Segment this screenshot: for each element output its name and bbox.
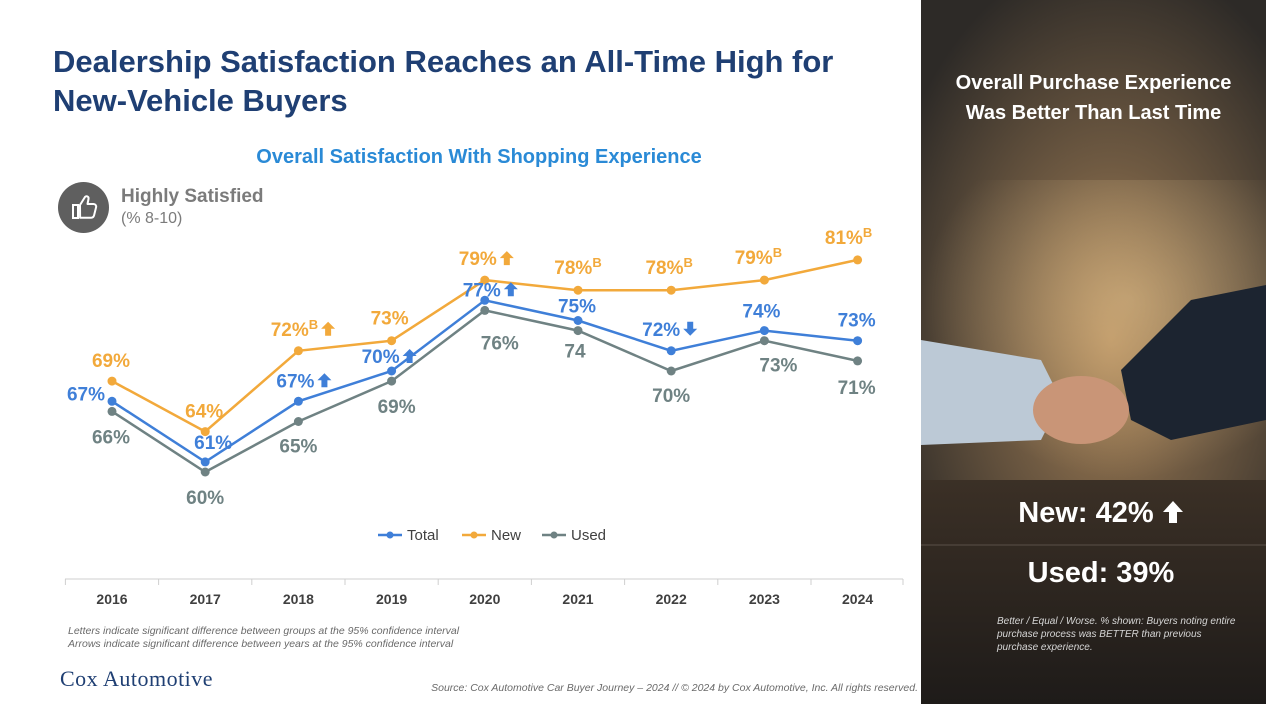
data-label-used: 73% [759, 356, 797, 377]
data-label-used: 60% [186, 488, 224, 509]
data-point-new [573, 285, 583, 295]
chart-panel: Dealership Satisfaction Reaches an All-T… [53, 44, 904, 691]
data-point-used [480, 305, 490, 315]
data-label-used: 69% [378, 397, 416, 418]
legend-marker-used [550, 531, 558, 539]
right-panel-title: Overall Purchase Experience Was Better T… [955, 72, 1232, 124]
data-label-new: 72%B [271, 317, 318, 341]
data-point-new [200, 427, 210, 437]
data-label-new: 78%B [554, 255, 601, 279]
legend-label-total: Total [407, 527, 439, 544]
thumbs-up-icon [72, 195, 98, 219]
line-chart: 2016 2017 2018 2019 2020 2021 2022 2023 2024 66% 6… [64, 225, 904, 607]
data-label-new: 79% [459, 249, 497, 270]
chart-subtitle: Overall Satisfaction With Shopping Exper… [256, 146, 702, 168]
data-label-total: 72% [642, 320, 680, 341]
data-point-new [666, 285, 676, 295]
right-panel-note: Better / Equal / Worse. % shown: Buyers … [997, 616, 1236, 653]
photo-foreground [921, 480, 1266, 704]
handshake-photo-panel: Overall Purchase Experience Was Better T… [921, 0, 1266, 704]
data-point-total [573, 316, 583, 325]
data-point-used [200, 467, 210, 477]
up-arrow-icon [499, 251, 514, 266]
data-point-new [759, 275, 769, 285]
x-tick-label: 2024 [842, 591, 873, 607]
handshake-illustration [921, 285, 1266, 546]
data-point-used [573, 326, 583, 336]
data-label-new: 64% [185, 402, 223, 423]
up-arrow-icon [317, 373, 332, 388]
data-label-used: 66% [92, 427, 130, 448]
x-tick-label: 2017 [190, 591, 221, 607]
x-tick-label: 2018 [283, 591, 314, 607]
up-arrow-icon [1162, 501, 1183, 523]
data-point-total [387, 366, 397, 376]
data-point-new [853, 255, 863, 265]
data-label-used: 76% [481, 333, 519, 354]
page-title: Dealership Satisfaction Reaches an All-T… [53, 44, 834, 118]
data-label-new: 73% [371, 309, 409, 330]
data-point-used [107, 406, 117, 416]
source-note: Source: Cox Automotive Car Buyer Journey… [431, 682, 918, 694]
data-label-total: 74% [742, 302, 780, 323]
up-arrow-icon [321, 321, 336, 336]
data-point-used [387, 376, 397, 386]
data-label-new: 78%B [645, 255, 692, 279]
data-point-used [666, 366, 676, 376]
data-label-used: 71% [838, 378, 876, 399]
data-label-new: 79%B [735, 245, 782, 269]
data-point-total [853, 336, 863, 346]
legend-label-new: New [491, 527, 521, 544]
x-tick-label: 2023 [749, 591, 780, 607]
data-label-used: 65% [279, 437, 317, 458]
data-point-total [200, 457, 210, 467]
data-label-total: 61% [194, 433, 232, 454]
x-tick-label: 2021 [562, 591, 593, 607]
data-point-total [759, 326, 769, 336]
legend-marker-new [470, 531, 478, 539]
badge-label: Highly Satisfied [121, 186, 264, 207]
data-label-used: 70% [652, 386, 690, 407]
company-logo: Cox Automotive [60, 666, 214, 691]
new-better-stat: New: 42% [921, 497, 1266, 530]
data-point-total [480, 295, 490, 305]
down-arrow-icon [683, 321, 698, 336]
data-point-used [853, 356, 863, 366]
data-label-used: 74 [564, 342, 586, 363]
up-arrow-icon [402, 349, 417, 363]
data-point-used [293, 417, 303, 426]
data-label-total: 77% [463, 280, 501, 301]
data-point-total [666, 346, 676, 356]
x-tick-label: 2020 [469, 591, 500, 607]
legend-label-used: Used [571, 527, 606, 544]
data-point-new [387, 336, 397, 346]
data-point-total [293, 396, 303, 406]
x-tick-label: 2016 [96, 591, 127, 607]
data-label-total: 70% [362, 347, 400, 368]
x-tick-label: 2022 [656, 591, 687, 607]
data-point-total [107, 396, 117, 406]
satisfaction-badge [58, 182, 109, 233]
data-point-used [759, 336, 769, 346]
footnote-letters: Letters indicate significant difference … [68, 625, 460, 637]
data-point-new [107, 376, 117, 386]
used-better-stat: Used: 39% [1027, 557, 1175, 589]
data-label-new: 69% [92, 351, 130, 372]
data-label-total: 75% [558, 297, 596, 318]
data-point-new [480, 275, 490, 285]
legend-marker-total [386, 531, 394, 539]
up-arrow-icon [503, 282, 518, 297]
data-label-total: 67% [276, 371, 314, 392]
x-tick-label: 2019 [376, 591, 407, 607]
data-label-total: 73% [838, 311, 876, 332]
data-point-new [293, 346, 303, 356]
data-label-new: 81%B [825, 225, 872, 249]
footnote-arrows: Arrows indicate significant difference b… [68, 638, 454, 650]
data-label-total: 67% [67, 384, 105, 405]
badge-sublabel: (% 8-10) [121, 210, 183, 227]
